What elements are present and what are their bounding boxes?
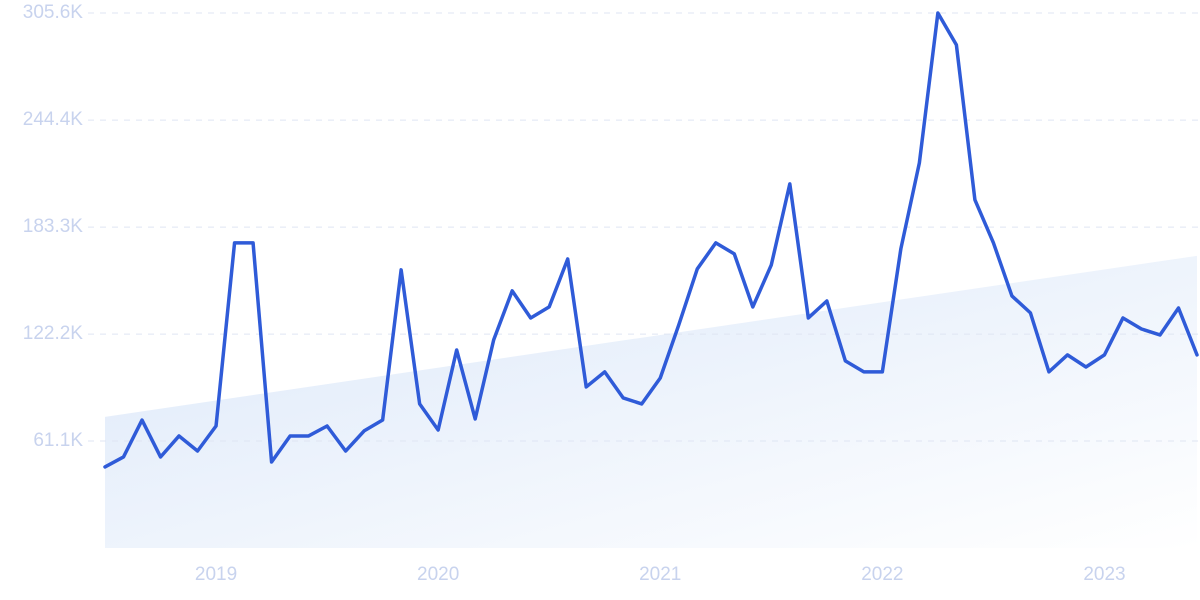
x-tick-label: 2019 <box>195 564 237 585</box>
y-tick-label: 305.6K <box>23 2 84 23</box>
y-tick-label: 183.3K <box>23 216 84 237</box>
x-tick-label: 2021 <box>639 564 681 585</box>
trend-area <box>105 255 1197 548</box>
x-tick-label: 2022 <box>861 564 903 585</box>
y-tick-label: 61.1K <box>33 430 83 451</box>
y-tick-label: 244.4K <box>23 109 84 130</box>
data-line <box>103 11 1199 469</box>
x-tick-label: 2023 <box>1083 564 1125 585</box>
y-tick-label: 122.2K <box>23 323 84 344</box>
x-tick-label: 2020 <box>417 564 459 585</box>
